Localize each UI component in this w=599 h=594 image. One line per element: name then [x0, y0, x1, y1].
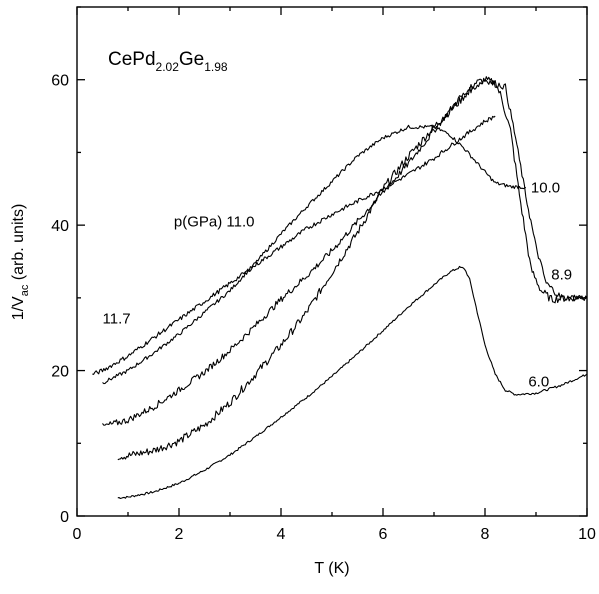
axis-ticks	[76, 6, 588, 517]
y-tick-label: 60	[51, 73, 69, 90]
x-tick-label: 4	[277, 526, 286, 543]
series-layer	[92, 76, 588, 500]
chart-title: CePd2.02Ge1.98	[108, 49, 228, 74]
series-annotation: p(GPa) 11.0	[174, 214, 255, 231]
y-tick-label: 20	[51, 364, 69, 381]
series-line-6-0	[117, 265, 588, 500]
series-line-11-7	[92, 115, 496, 375]
plot-frame	[76, 6, 588, 517]
x-tick-label: 0	[73, 526, 82, 543]
y-axis-label: 1/Vac (arb. units)	[10, 204, 31, 321]
series-annotation: 10.0	[531, 179, 560, 196]
x-tick-label: 6	[379, 526, 388, 543]
axis-tick-labels: 0 2 4 6 8 10 0 20 40 60	[51, 73, 596, 543]
y-tick-label: 40	[51, 218, 69, 235]
series-annotation: 11.7	[103, 310, 131, 327]
x-tick-label: 2	[175, 526, 184, 543]
x-axis-label: T (K)	[314, 560, 349, 577]
x-tick-label: 8	[481, 526, 490, 543]
series-line-8-9	[117, 76, 588, 461]
annotation-layer: 11.7 p(GPa) 11.0 10.0 8.9 6.0	[103, 179, 573, 390]
y-tick-label: 0	[60, 509, 69, 526]
series-line-11-0	[102, 79, 588, 426]
x-tick-label: 10	[578, 526, 596, 543]
series-annotation: 8.9	[551, 267, 572, 284]
series-annotation: 6.0	[528, 374, 549, 391]
series-line-10-0	[102, 124, 527, 385]
